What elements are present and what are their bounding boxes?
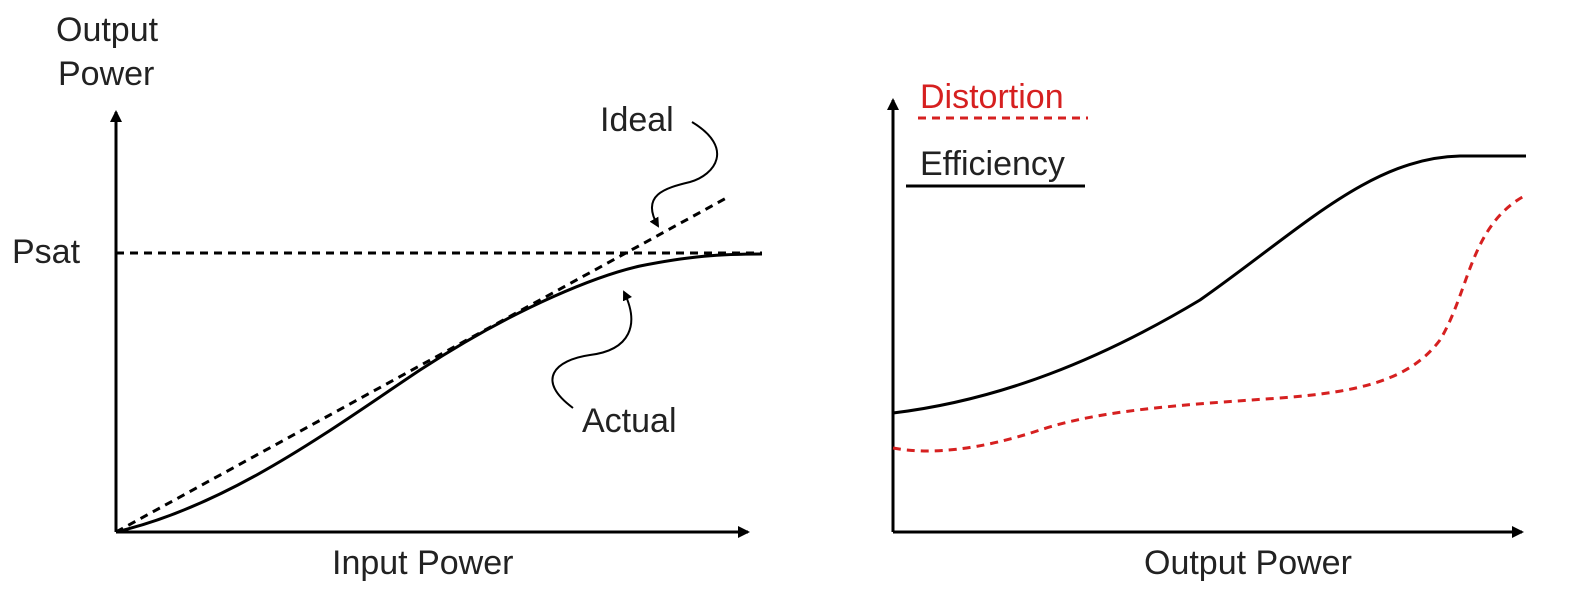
efficiency-curve — [892, 154, 1526, 415]
actual-curve — [115, 252, 763, 534]
right-diagram: Distortion Efficiency Output Power — [887, 78, 1527, 582]
left-diagram: Output Power Psat Ideal Actual Input Pow… — [12, 11, 763, 582]
right-x-axis-label: Output Power — [1144, 544, 1352, 582]
legend-efficiency-label: Efficiency — [920, 145, 1065, 183]
ideal-label: Ideal — [600, 101, 674, 139]
left-y-axis-label-line2: Power — [58, 55, 154, 93]
ideal-callout-arrow — [649, 121, 719, 228]
actual-callout-arrow — [551, 290, 633, 409]
psat-label: Psat — [12, 233, 81, 271]
legend-distortion-label: Distortion — [920, 78, 1064, 116]
left-x-axis-label: Input Power — [332, 544, 513, 582]
left-y-axis-label-line1: Output — [56, 11, 159, 49]
ideal-line — [115, 194, 731, 534]
distortion-curve — [892, 193, 1527, 453]
actual-label: Actual — [582, 402, 677, 440]
